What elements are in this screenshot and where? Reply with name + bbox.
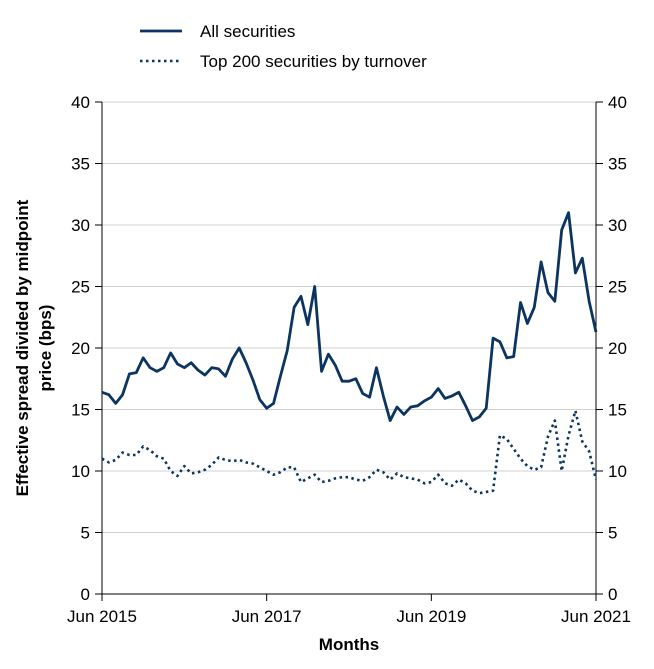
y-tick-label-left: 30: [71, 216, 90, 235]
x-tick-label: Jun 2017: [232, 607, 302, 626]
y-tick-label-left: 15: [71, 401, 90, 420]
legend-label: All securities: [200, 22, 295, 41]
y-tick-label-left: 35: [71, 155, 90, 174]
y-axis-title-line: price (bps): [36, 305, 55, 392]
y-tick-label-left: 40: [71, 93, 90, 112]
x-tick-label: Jun 2021: [561, 607, 631, 626]
series-line-1: [101, 211, 598, 422]
legend-label: Top 200 securities by turnover: [200, 52, 427, 71]
y-tick-label-right: 20: [608, 339, 627, 358]
x-tick-label: Jun 2019: [396, 607, 466, 626]
y-tick-label-right: 5: [608, 524, 617, 543]
series-line-2: [101, 409, 598, 495]
y-tick-label-right: 15: [608, 401, 627, 420]
y-tick-label-left: 0: [81, 585, 90, 604]
y-axis-title-line: Effective spread divided by midpoint: [13, 199, 32, 496]
y-axis-left-ticks: 0 5 10 15 20 25 30 35 40: [71, 93, 102, 604]
x-tick-label: Jun 2015: [67, 607, 137, 626]
legend: All securities Top 200 securities by turn…: [140, 22, 427, 71]
y-tick-label-right: 35: [608, 155, 627, 174]
y-tick-label-left: 20: [71, 339, 90, 358]
y-tick-label-right: 30: [608, 216, 627, 235]
y-tick-label-left: 25: [71, 278, 90, 297]
x-axis-ticks: Jun 2015 Jun 2017 Jun 2019 Jun 2021: [67, 594, 631, 626]
y-axis-title: Effective spread divided by midpoint pric…: [13, 199, 55, 496]
axis-titles: Months Effective spread divided by midpoi…: [13, 199, 379, 654]
y-axis-right-ticks: 0 5 10 15 20 25 30 35 40: [596, 93, 627, 604]
y-tick-label-right: 10: [608, 462, 627, 481]
x-axis-title: Months: [319, 635, 379, 654]
y-tick-label-right: 40: [608, 93, 627, 112]
y-tick-label-right: 0: [608, 585, 617, 604]
y-tick-label-left: 10: [71, 462, 90, 481]
y-tick-label-right: 25: [608, 278, 627, 297]
y-tick-label-left: 5: [81, 524, 90, 543]
gridlines: [102, 101, 596, 533]
series-lines: [101, 211, 598, 495]
